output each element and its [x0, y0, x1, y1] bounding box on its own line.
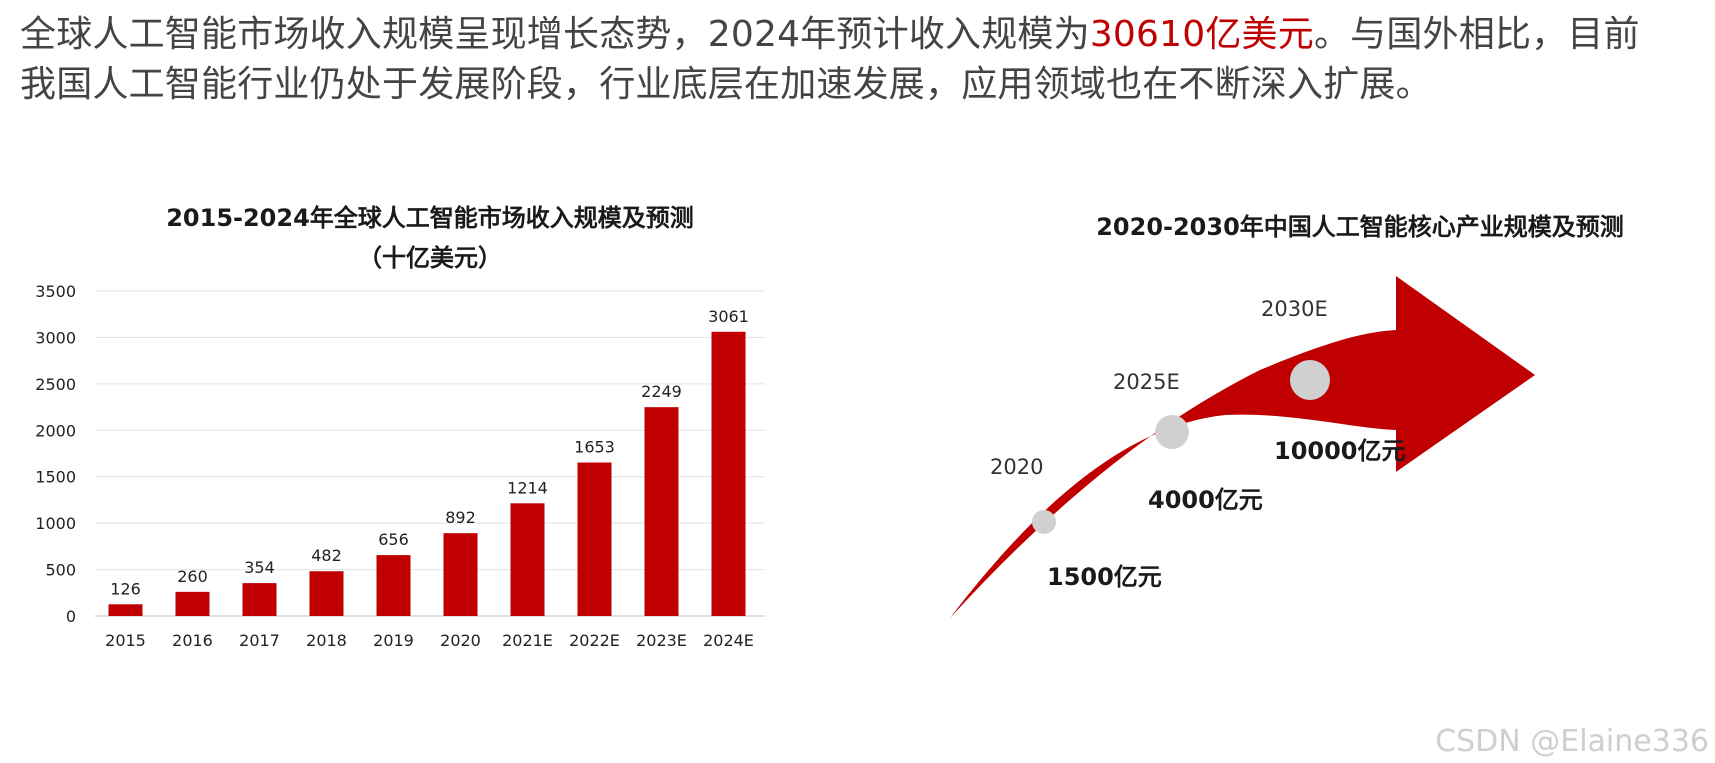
intro-line-1-part-a: 全球人工智能市场收入规模呈现增长态势，2024年预计收入规模为: [20, 14, 1090, 55]
milestone-year: 2030E: [1261, 297, 1328, 321]
watermark: CSDN @Elaine336: [1435, 724, 1709, 759]
milestone-marker: [1032, 510, 1056, 534]
bar: [108, 604, 143, 616]
milestone-value: 10000亿元: [1274, 437, 1406, 465]
y-tick-label: 0: [66, 607, 76, 626]
y-tick-label: 1000: [35, 514, 76, 533]
milestone-year: 2025E: [1113, 370, 1180, 394]
bar-value-label: 656: [378, 530, 409, 549]
intro-highlight: 30610亿美元: [1089, 14, 1314, 55]
bar: [443, 533, 478, 616]
bar-value-label: 1653: [574, 438, 615, 457]
bar-chart-title-block: 2015-2024年全球人工智能市场收入规模及预测 （十亿美元）: [120, 198, 740, 278]
arrow-chart-title: 2020-2030年中国人工智能核心产业规模及预测: [1096, 213, 1624, 241]
intro-line-2: 我国人工智能行业仍处于发展阶段，行业底层在加速发展，应用领域也在不断深入扩展。: [20, 64, 1432, 105]
bar-value-label: 482: [311, 546, 342, 565]
bar-value-label: 3061: [708, 307, 749, 326]
y-tick-label: 1500: [35, 468, 76, 487]
milestone-marker: [1290, 360, 1330, 400]
bar-value-label: 354: [244, 558, 275, 577]
bar: [309, 571, 344, 616]
x-tick-label: 2019: [373, 631, 414, 650]
bar: [644, 407, 679, 616]
y-tick-label: 3500: [35, 282, 76, 301]
bar: [577, 462, 612, 616]
bar-chart: 0 500 1000 1500 2000 2500 3000 3500 126 2015 260 20…: [35, 282, 765, 650]
intro-line-1-part-b: 。与国外相比，目前: [1313, 14, 1640, 55]
y-tick-label: 2500: [35, 375, 76, 394]
x-tick-label: 2015: [105, 631, 146, 650]
x-tick-label: 2022E: [569, 631, 620, 650]
milestone-value: 1500亿元: [1047, 563, 1162, 591]
bar: [242, 583, 277, 616]
x-tick-label: 2020: [440, 631, 481, 650]
bar-value-label: 892: [445, 508, 476, 527]
milestone-year: 2020: [990, 455, 1043, 479]
bar: [376, 555, 411, 616]
milestone-value: 4000亿元: [1148, 486, 1263, 514]
y-tick-label: 500: [45, 561, 76, 580]
x-tick-label: 2021E: [502, 631, 553, 650]
bar: [175, 591, 210, 616]
x-tick-label: 2016: [172, 631, 213, 650]
x-tick-label: 2023E: [636, 631, 687, 650]
growth-arrow: [950, 276, 1535, 618]
x-tick-label: 2018: [306, 631, 347, 650]
y-tick-label: 3000: [35, 328, 76, 347]
bar: [510, 503, 545, 616]
intro-text: 全球人工智能市场收入规模呈现增长态势，2024年预计收入规模为30610亿美元。…: [20, 10, 1690, 110]
bar-value-label: 260: [177, 567, 208, 586]
x-tick-label: 2024E: [703, 631, 754, 650]
x-tick-label: 2017: [239, 631, 280, 650]
bar-chart-title: 2015-2024年全球人工智能市场收入规模及预测: [166, 204, 694, 232]
intro-line-1: 全球人工智能市场收入规模呈现增长态势，2024年预计收入规模为30610亿美元。…: [20, 10, 1690, 60]
bar-value-label: 126: [110, 579, 141, 598]
milestone-marker: [1155, 415, 1189, 449]
bar: [711, 331, 746, 616]
bar-value-label: 1214: [507, 478, 548, 497]
bar-value-label: 2249: [641, 382, 682, 401]
bar-chart-subtitle: （十亿美元）: [358, 244, 502, 272]
y-tick-label: 2000: [35, 421, 76, 440]
